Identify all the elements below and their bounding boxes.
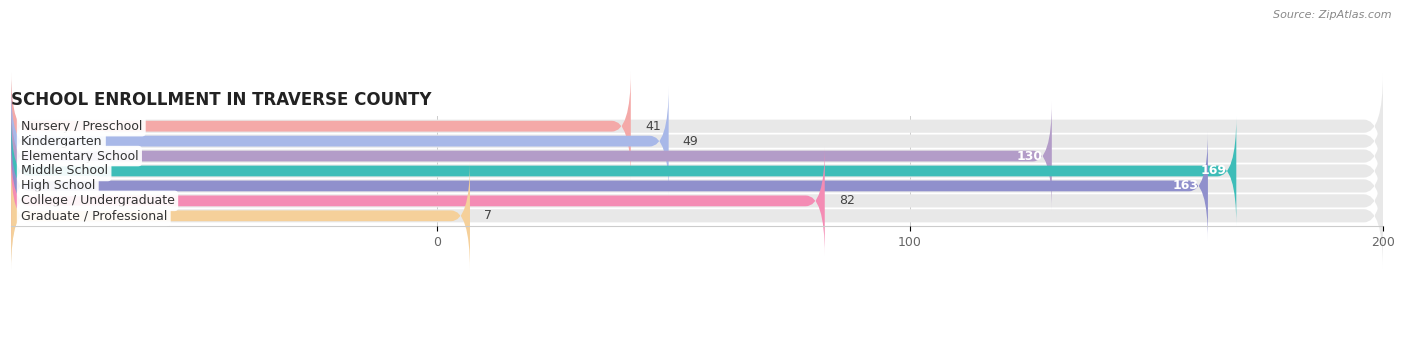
FancyBboxPatch shape (11, 163, 1384, 269)
Text: College / Undergraduate: College / Undergraduate (21, 194, 174, 207)
FancyBboxPatch shape (11, 133, 1384, 239)
FancyBboxPatch shape (11, 146, 825, 255)
Text: High School: High School (21, 180, 96, 193)
Text: 41: 41 (645, 120, 661, 133)
Text: Kindergarten: Kindergarten (21, 135, 103, 148)
Text: SCHOOL ENROLLMENT IN TRAVERSE COUNTY: SCHOOL ENROLLMENT IN TRAVERSE COUNTY (11, 91, 432, 109)
FancyBboxPatch shape (11, 102, 1052, 210)
FancyBboxPatch shape (11, 73, 1384, 179)
Text: 7: 7 (484, 209, 492, 222)
Text: Graduate / Professional: Graduate / Professional (21, 209, 167, 222)
Text: Source: ZipAtlas.com: Source: ZipAtlas.com (1274, 10, 1392, 20)
Text: 130: 130 (1017, 149, 1042, 162)
FancyBboxPatch shape (11, 88, 1384, 194)
Text: Nursery / Preschool: Nursery / Preschool (21, 120, 142, 133)
FancyBboxPatch shape (11, 132, 1208, 240)
Text: 169: 169 (1201, 165, 1227, 177)
FancyBboxPatch shape (11, 117, 1236, 225)
Text: 82: 82 (839, 194, 855, 207)
FancyBboxPatch shape (11, 87, 669, 196)
Text: Middle School: Middle School (21, 165, 108, 177)
Text: 163: 163 (1173, 180, 1198, 193)
FancyBboxPatch shape (11, 118, 1384, 224)
FancyBboxPatch shape (11, 72, 631, 181)
Text: Elementary School: Elementary School (21, 149, 138, 162)
FancyBboxPatch shape (11, 148, 1384, 254)
Text: 49: 49 (683, 135, 699, 148)
FancyBboxPatch shape (11, 161, 470, 270)
FancyBboxPatch shape (11, 103, 1384, 209)
